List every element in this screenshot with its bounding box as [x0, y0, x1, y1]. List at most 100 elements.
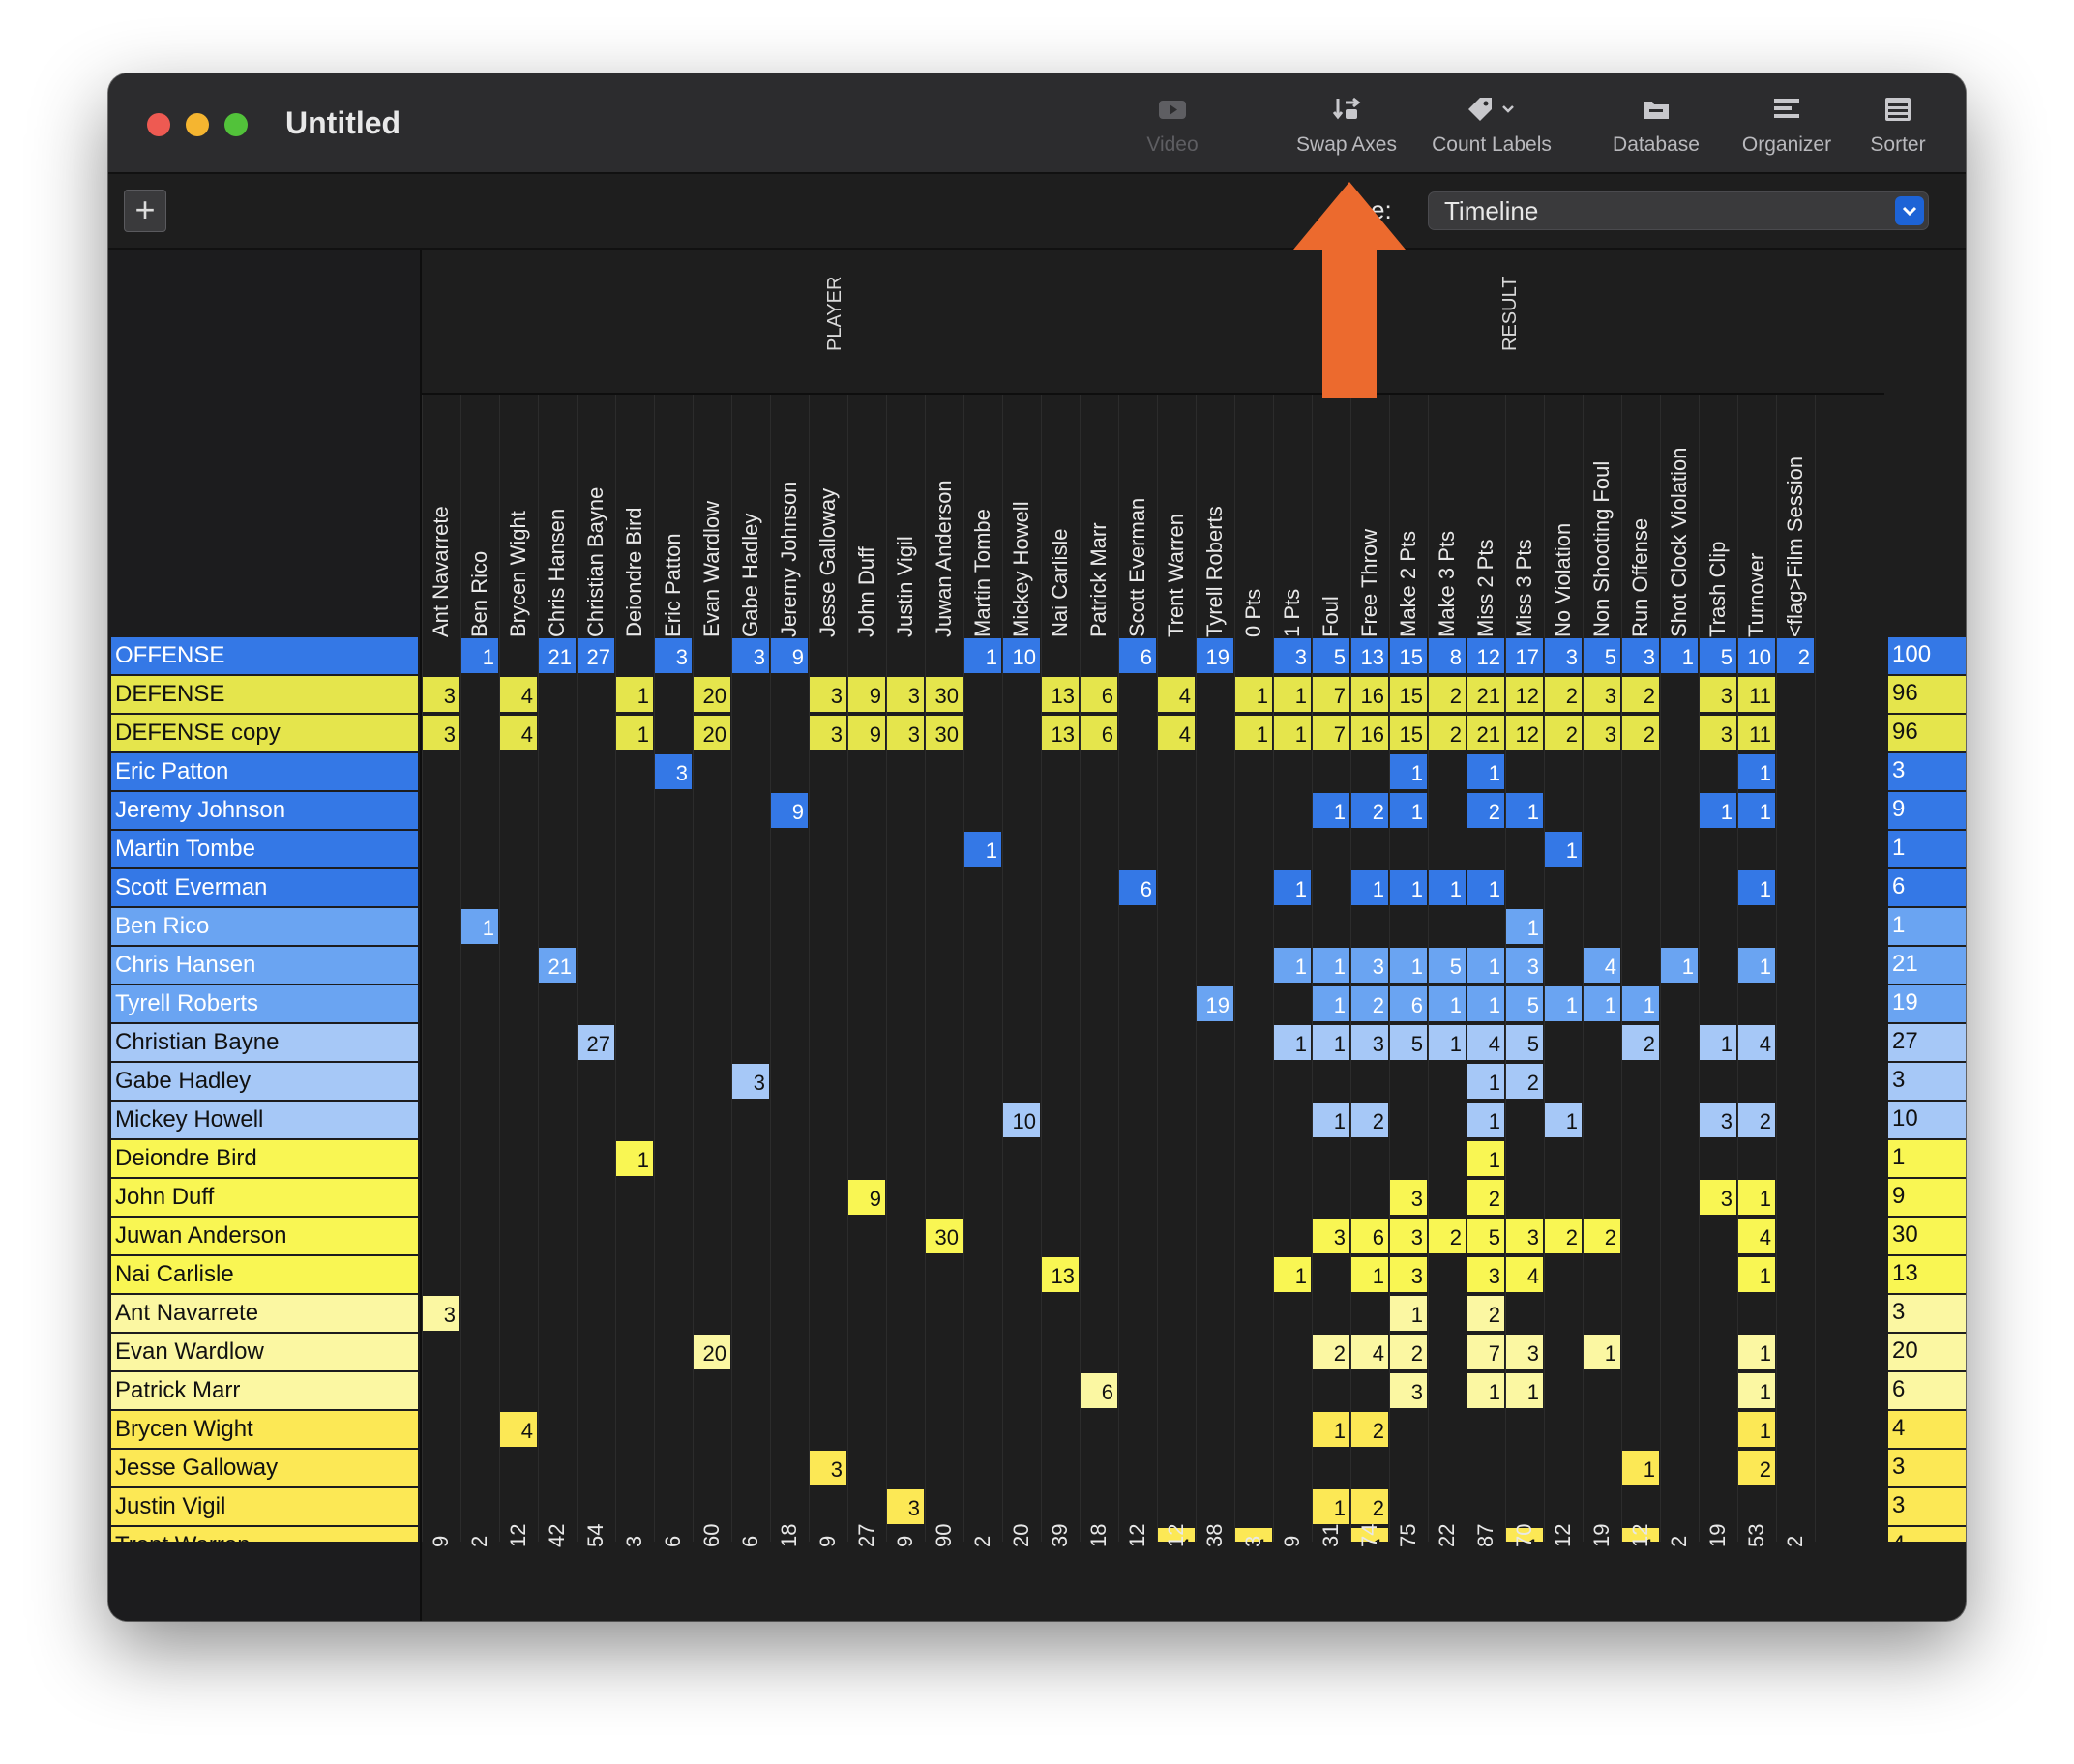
- row-label[interactable]: DEFENSE copy: [111, 715, 418, 751]
- count-cell[interactable]: 30: [926, 1219, 963, 1253]
- count-cell[interactable]: 3: [1506, 1335, 1543, 1369]
- minimize-button[interactable]: [186, 113, 209, 136]
- count-cell[interactable]: 5: [1700, 638, 1736, 673]
- count-cell[interactable]: 4: [500, 677, 537, 712]
- count-cell[interactable]: 1: [1351, 1257, 1388, 1292]
- count-cell[interactable]: 1: [1390, 1296, 1427, 1331]
- column-header[interactable]: Eric Patton: [661, 533, 685, 637]
- close-button[interactable]: [147, 113, 170, 136]
- column-header[interactable]: Nai Carlisle: [1048, 528, 1072, 637]
- column-header[interactable]: Christian Bayne: [583, 486, 607, 637]
- column-header[interactable]: Mickey Howell: [1009, 501, 1033, 637]
- count-cell[interactable]: 16: [1351, 677, 1388, 712]
- count-cell[interactable]: 3: [655, 638, 692, 673]
- video-button[interactable]: Video: [1124, 93, 1221, 170]
- column-header[interactable]: Tyrell Roberts: [1202, 506, 1227, 637]
- column-header[interactable]: Jeremy Johnson: [777, 481, 801, 637]
- count-cell[interactable]: 19: [1197, 986, 1233, 1021]
- count-cell[interactable]: 2: [1351, 1412, 1388, 1447]
- count-cell[interactable]: 2: [1351, 986, 1388, 1021]
- count-cell[interactable]: 5: [1313, 638, 1349, 673]
- column-header[interactable]: Evan Wardlow: [699, 500, 724, 637]
- count-cell[interactable]: 3: [1351, 1025, 1388, 1060]
- database-button[interactable]: Database: [1588, 93, 1724, 170]
- count-cell[interactable]: 7: [1467, 1335, 1504, 1369]
- swap-axes-button[interactable]: Swap Axes: [1284, 93, 1409, 170]
- count-cell[interactable]: 3: [1390, 1219, 1427, 1253]
- column-header[interactable]: Miss 2 Pts: [1473, 539, 1497, 637]
- count-cell[interactable]: 1: [1738, 1373, 1775, 1408]
- count-cell[interactable]: 30: [926, 716, 963, 750]
- count-cell[interactable]: 4: [1506, 1257, 1543, 1292]
- count-cell[interactable]: 2: [1429, 677, 1466, 712]
- count-cell[interactable]: 1: [1738, 948, 1775, 983]
- count-cell[interactable]: 1: [461, 909, 498, 944]
- row-label[interactable]: Gabe Hadley: [111, 1063, 418, 1100]
- column-header[interactable]: Martin Tombe: [970, 509, 994, 637]
- count-cell[interactable]: 1: [1274, 716, 1311, 750]
- count-cell[interactable]: 6: [1119, 638, 1156, 673]
- count-cell[interactable]: 12: [1506, 677, 1543, 712]
- count-cell[interactable]: 3: [1274, 638, 1311, 673]
- count-cell[interactable]: 1: [1313, 1102, 1349, 1137]
- count-cell[interactable]: 2: [1545, 677, 1582, 712]
- row-label[interactable]: Tyrell Roberts: [111, 985, 418, 1022]
- count-cell[interactable]: 2: [1429, 1219, 1466, 1253]
- column-header[interactable]: Trash Clip: [1705, 541, 1730, 637]
- count-cell[interactable]: 9: [848, 677, 885, 712]
- row-label[interactable]: Christian Bayne: [111, 1024, 418, 1061]
- count-cell[interactable]: 3: [810, 716, 846, 750]
- count-cell[interactable]: 2: [1622, 1025, 1659, 1060]
- count-cell[interactable]: 1: [1738, 754, 1775, 789]
- count-cell[interactable]: 3: [423, 677, 459, 712]
- count-cell[interactable]: 1: [1506, 793, 1543, 828]
- count-cell[interactable]: 1: [1467, 1102, 1504, 1137]
- count-cell[interactable]: 1: [1661, 948, 1698, 983]
- count-cell[interactable]: 1: [616, 716, 653, 750]
- count-cell[interactable]: 2: [1351, 1102, 1388, 1137]
- count-cell[interactable]: 21: [1467, 716, 1504, 750]
- count-cell[interactable]: 4: [500, 716, 537, 750]
- count-cell[interactable]: 1: [1622, 986, 1659, 1021]
- column-header[interactable]: John Duff: [854, 546, 878, 637]
- count-cell[interactable]: 3: [1700, 1180, 1736, 1215]
- count-cell[interactable]: 1: [461, 638, 498, 673]
- count-cell[interactable]: 3: [1506, 1219, 1543, 1253]
- row-label[interactable]: Ben Rico: [111, 908, 418, 945]
- count-cell[interactable]: 4: [1158, 677, 1195, 712]
- count-cell[interactable]: 2: [1467, 1180, 1504, 1215]
- count-cell[interactable]: 17: [1506, 638, 1543, 673]
- column-header[interactable]: 0 Pts: [1241, 588, 1265, 637]
- count-cell[interactable]: 3: [1545, 638, 1582, 673]
- count-cell[interactable]: 2: [1777, 638, 1814, 673]
- count-cell[interactable]: 6: [1351, 1219, 1388, 1253]
- column-header[interactable]: Free Throw: [1357, 528, 1381, 637]
- count-cell[interactable]: 2: [1467, 793, 1504, 828]
- count-cell[interactable]: 4: [1584, 948, 1620, 983]
- count-cell[interactable]: 21: [1467, 677, 1504, 712]
- column-header[interactable]: Deiondre Bird: [622, 507, 646, 637]
- count-cell[interactable]: 7: [1313, 677, 1349, 712]
- count-cell[interactable]: 3: [1584, 677, 1620, 712]
- count-cell[interactable]: 1: [1274, 870, 1311, 905]
- count-cell[interactable]: 1: [1467, 1141, 1504, 1176]
- count-cell[interactable]: 1: [1429, 870, 1466, 905]
- column-header[interactable]: Miss 3 Pts: [1512, 539, 1536, 637]
- count-cell[interactable]: 2: [1584, 1219, 1620, 1253]
- count-cell[interactable]: 1: [1429, 986, 1466, 1021]
- count-cell[interactable]: 1: [1313, 986, 1349, 1021]
- count-cell[interactable]: 1: [1738, 870, 1775, 905]
- count-cell[interactable]: 13: [1042, 677, 1079, 712]
- column-header[interactable]: No Violation: [1551, 522, 1575, 637]
- count-cell[interactable]: 19: [1197, 638, 1233, 673]
- count-cell[interactable]: 2: [1506, 1064, 1543, 1099]
- column-header[interactable]: Non Shooting Foul: [1589, 460, 1614, 637]
- count-cell[interactable]: 20: [694, 716, 730, 750]
- count-cell[interactable]: 1: [1506, 909, 1543, 944]
- row-label[interactable]: Evan Wardlow: [111, 1334, 418, 1370]
- count-cell[interactable]: 3: [1584, 716, 1620, 750]
- row-label[interactable]: Eric Patton: [111, 753, 418, 790]
- count-cell[interactable]: 1: [1313, 1025, 1349, 1060]
- count-cell[interactable]: 27: [578, 638, 614, 673]
- count-cell[interactable]: 1: [1429, 1025, 1466, 1060]
